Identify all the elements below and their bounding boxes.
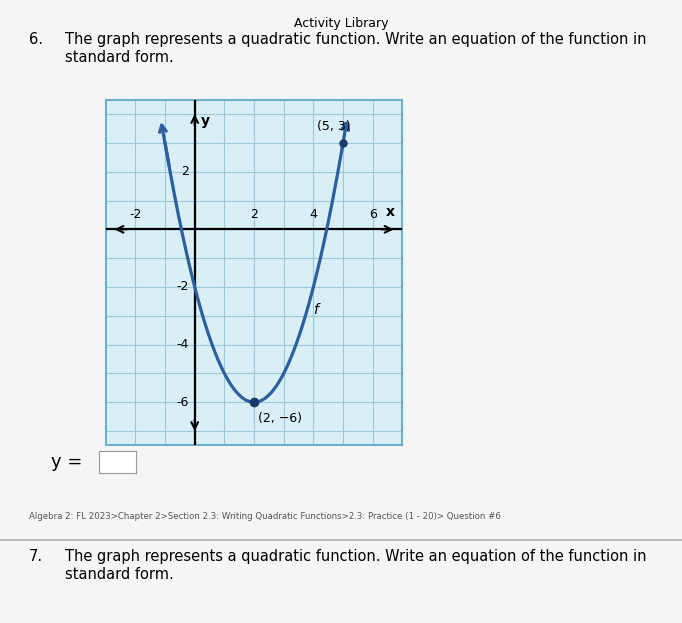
Text: (2, −6): (2, −6) (258, 412, 303, 426)
Text: -2: -2 (129, 207, 142, 221)
Text: y =: y = (51, 454, 83, 471)
Text: standard form.: standard form. (65, 50, 173, 65)
Text: The graph represents a quadratic function. Write an equation of the function in: The graph represents a quadratic functio… (65, 549, 647, 564)
Text: Activity Library: Activity Library (294, 17, 388, 31)
Text: f: f (314, 303, 318, 317)
Text: y: y (201, 114, 210, 128)
Text: 2: 2 (181, 165, 189, 178)
Text: standard form.: standard form. (65, 567, 173, 582)
Text: 4: 4 (310, 207, 317, 221)
Text: -6: -6 (177, 396, 189, 409)
Text: 2: 2 (250, 207, 258, 221)
Text: x: x (386, 205, 395, 219)
Text: 7.: 7. (29, 549, 43, 564)
Text: Algebra 2: FL 2023>Chapter 2>Section 2.3: Writing Quadratic Functions>2.3: Pract: Algebra 2: FL 2023>Chapter 2>Section 2.3… (29, 512, 501, 521)
Text: (5, 3): (5, 3) (317, 120, 351, 133)
Text: 6.: 6. (29, 32, 43, 47)
Text: The graph represents a quadratic function. Write an equation of the function in: The graph represents a quadratic functio… (65, 32, 647, 47)
Text: 6: 6 (369, 207, 376, 221)
Text: -4: -4 (177, 338, 189, 351)
Text: -2: -2 (177, 280, 189, 293)
